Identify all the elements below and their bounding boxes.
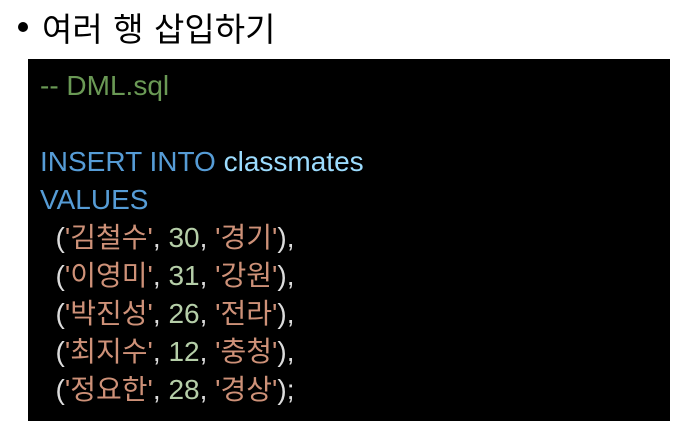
row-separator: , [152, 260, 169, 291]
row-separator: , [152, 222, 169, 253]
bullet-icon [18, 22, 28, 32]
row-name-string: '최지수' [64, 336, 153, 367]
code-line-insert: INSERT INTO classmates [40, 143, 670, 181]
row-name-string: '박진성' [64, 298, 153, 329]
row-region-string: '충청' [215, 336, 278, 367]
values-keyword: VALUES [40, 184, 149, 215]
row-region-string: '경상' [215, 374, 278, 405]
row-close-paren: ), [277, 298, 295, 329]
row-close-paren: ), [277, 222, 295, 253]
row-close-paren: ); [277, 374, 295, 405]
row-open-paren: ( [40, 260, 65, 291]
code-block: -- DML.sql INSERT INTO classmates VALUES… [28, 59, 670, 421]
row-age-number: 26 [168, 298, 200, 329]
row-separator: , [152, 374, 169, 405]
row-separator: , [152, 336, 169, 367]
table-name: classmates [223, 146, 364, 177]
row-open-paren: ( [40, 374, 65, 405]
row-separator: , [199, 222, 216, 253]
row-name-string: '이영미' [64, 260, 153, 291]
row-age-number: 12 [168, 336, 200, 367]
slide-heading: 여러 행 삽입하기 [14, 2, 276, 52]
code-line-row: ('이영미', 31, '강원'), [40, 257, 670, 295]
sql-comment: -- DML.sql [40, 70, 170, 101]
heading-text: 여러 행 삽입하기 [42, 10, 276, 49]
row-separator: , [199, 336, 216, 367]
row-close-paren: ), [277, 336, 295, 367]
row-open-paren: ( [40, 336, 65, 367]
code-line-row: ('최지수', 12, '충청'), [40, 333, 670, 371]
row-region-string: '전라' [215, 298, 278, 329]
row-open-paren: ( [40, 298, 65, 329]
code-line-values: VALUES [40, 181, 670, 219]
row-open-paren: ( [40, 222, 65, 253]
code-line-row: ('김철수', 30, '경기'), [40, 219, 670, 257]
row-separator: , [199, 374, 216, 405]
row-close-paren: ), [277, 260, 295, 291]
row-separator: , [152, 298, 169, 329]
row-age-number: 28 [168, 374, 200, 405]
code-line-row: ('박진성', 26, '전라'), [40, 295, 670, 333]
code-line-blank [40, 105, 670, 143]
code-line-row: ('정요한', 28, '경상'); [40, 371, 670, 409]
row-age-number: 30 [168, 222, 200, 253]
row-name-string: '정요한' [64, 374, 153, 405]
row-region-string: '경기' [215, 222, 278, 253]
row-age-number: 31 [168, 260, 200, 291]
code-line-comment: -- DML.sql [40, 67, 670, 105]
row-separator: , [199, 260, 216, 291]
insert-into-keyword: INSERT INTO [40, 146, 216, 177]
row-name-string: '김철수' [64, 222, 153, 253]
row-separator: , [199, 298, 216, 329]
row-region-string: '강원' [215, 260, 278, 291]
